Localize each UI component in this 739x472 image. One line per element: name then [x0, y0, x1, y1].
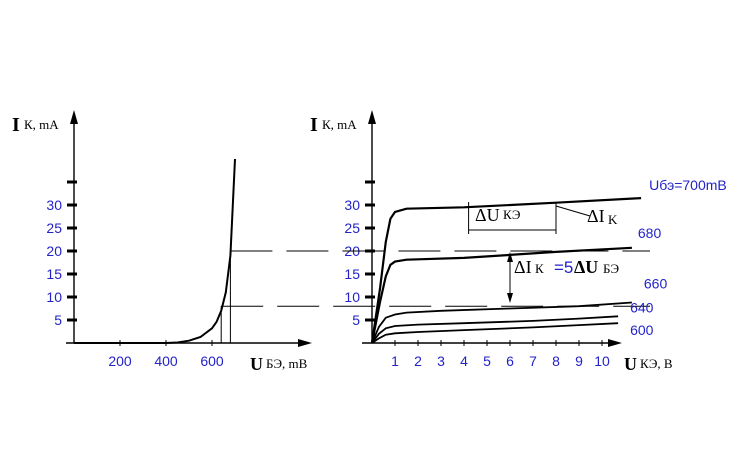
left-chart: 5 10 15 20 25 30 200 400 600 I К, mA U БЭ, mB	[12, 110, 312, 374]
delta-ik-sub: K	[608, 212, 618, 227]
output-curve	[370, 246, 632, 344]
left-y-tick-label: 20	[46, 243, 62, 259]
left-xlabel-main: U	[250, 354, 263, 374]
output-curve	[371, 301, 632, 344]
right-x-arrow	[608, 339, 622, 347]
right-x-tick-label: 7	[529, 353, 537, 369]
left-y-ticks: 5 10 15 20 25 30	[46, 180, 77, 328]
formula-left-sub: К	[535, 261, 544, 276]
output-curve	[371, 315, 619, 344]
delta-u-annotation: ΔU КЭ	[468, 202, 557, 234]
left-ylabel-sub: К, mA	[24, 117, 59, 132]
right-x-tick-label: 5	[483, 353, 491, 369]
left-y-tick-label: 25	[46, 220, 62, 236]
right-y-tick-label: 15	[344, 266, 360, 282]
right-ylabel-sub: К, mA	[322, 117, 357, 132]
right-x-tick-label: 3	[437, 353, 445, 369]
right-curves	[370, 197, 642, 344]
output-curve	[371, 322, 619, 344]
left-y-tick-label: 30	[46, 197, 62, 213]
formula: ΔI К =5 ΔU БЭ	[514, 257, 619, 277]
left-curves	[74, 158, 236, 344]
formula-right: ΔU	[574, 257, 598, 277]
right-x-tick-label: 6	[506, 353, 514, 369]
right-x-tick-label: 4	[460, 353, 468, 369]
left-xlabel-sub: БЭ, mB	[266, 356, 308, 371]
right-y-tick-label: 10	[344, 289, 360, 305]
right-y-tick-label: 25	[344, 220, 360, 236]
left-y-arrow	[70, 110, 78, 124]
right-x-tick-label: 1	[391, 353, 399, 369]
formula-left: ΔI	[514, 257, 532, 277]
right-x-tick-label: 8	[552, 353, 560, 369]
left-x-ticks: 200 400 600	[108, 340, 224, 369]
left-input-curve	[74, 158, 236, 344]
right-y-tick-label: 30	[344, 197, 360, 213]
delta-u-symbol: ΔU	[475, 205, 500, 225]
right-series-labels: Uбэ=700mB 680 660 640 600	[630, 177, 727, 338]
left-y-tick-label: 10	[46, 289, 62, 305]
output-curve-label: 640	[630, 299, 654, 315]
left-x-arrow	[298, 339, 312, 347]
delta-ik-symbol: ΔI	[587, 206, 605, 226]
delta-ik-annotation: ΔI K	[555, 205, 618, 227]
output-curve-label: 660	[644, 276, 668, 292]
left-x-tick-label: 200	[108, 353, 132, 369]
delta-i-arrow-top	[507, 252, 513, 262]
right-x-tick-label: 2	[414, 353, 422, 369]
delta-ik-leader	[555, 205, 591, 217]
right-xlabel-main: U	[624, 354, 637, 374]
right-y-tick-label: 5	[352, 312, 360, 328]
left-x-tick-label: 400	[154, 353, 178, 369]
delta-u-sub: КЭ	[503, 207, 521, 222]
left-ylabel-main: I	[12, 114, 20, 136]
right-x-tick-label: 10	[594, 353, 610, 369]
left-y-tick-label: 5	[54, 312, 62, 328]
output-curve	[370, 197, 642, 344]
left-x-tick-label: 600	[200, 353, 224, 369]
right-x-tick-label: 9	[575, 353, 583, 369]
right-xlabel-sub: КЭ, B	[640, 356, 673, 371]
delta-i-arrow-bottom	[507, 293, 513, 303]
right-ylabel-main: I	[310, 114, 318, 136]
left-y-tick-label: 15	[46, 266, 62, 282]
output-curve-label: Uбэ=700mB	[649, 177, 727, 193]
right-x-ticks: 1 2 3 4 5 6 7 8 9 10	[391, 340, 610, 369]
output-curve-label: 680	[638, 225, 662, 241]
formula-eq: =5	[554, 258, 573, 277]
right-y-arrow	[368, 110, 376, 124]
formula-right-sub: БЭ	[603, 261, 619, 276]
output-curve-label: 600	[630, 322, 654, 338]
delta-i-arrow	[507, 252, 513, 303]
